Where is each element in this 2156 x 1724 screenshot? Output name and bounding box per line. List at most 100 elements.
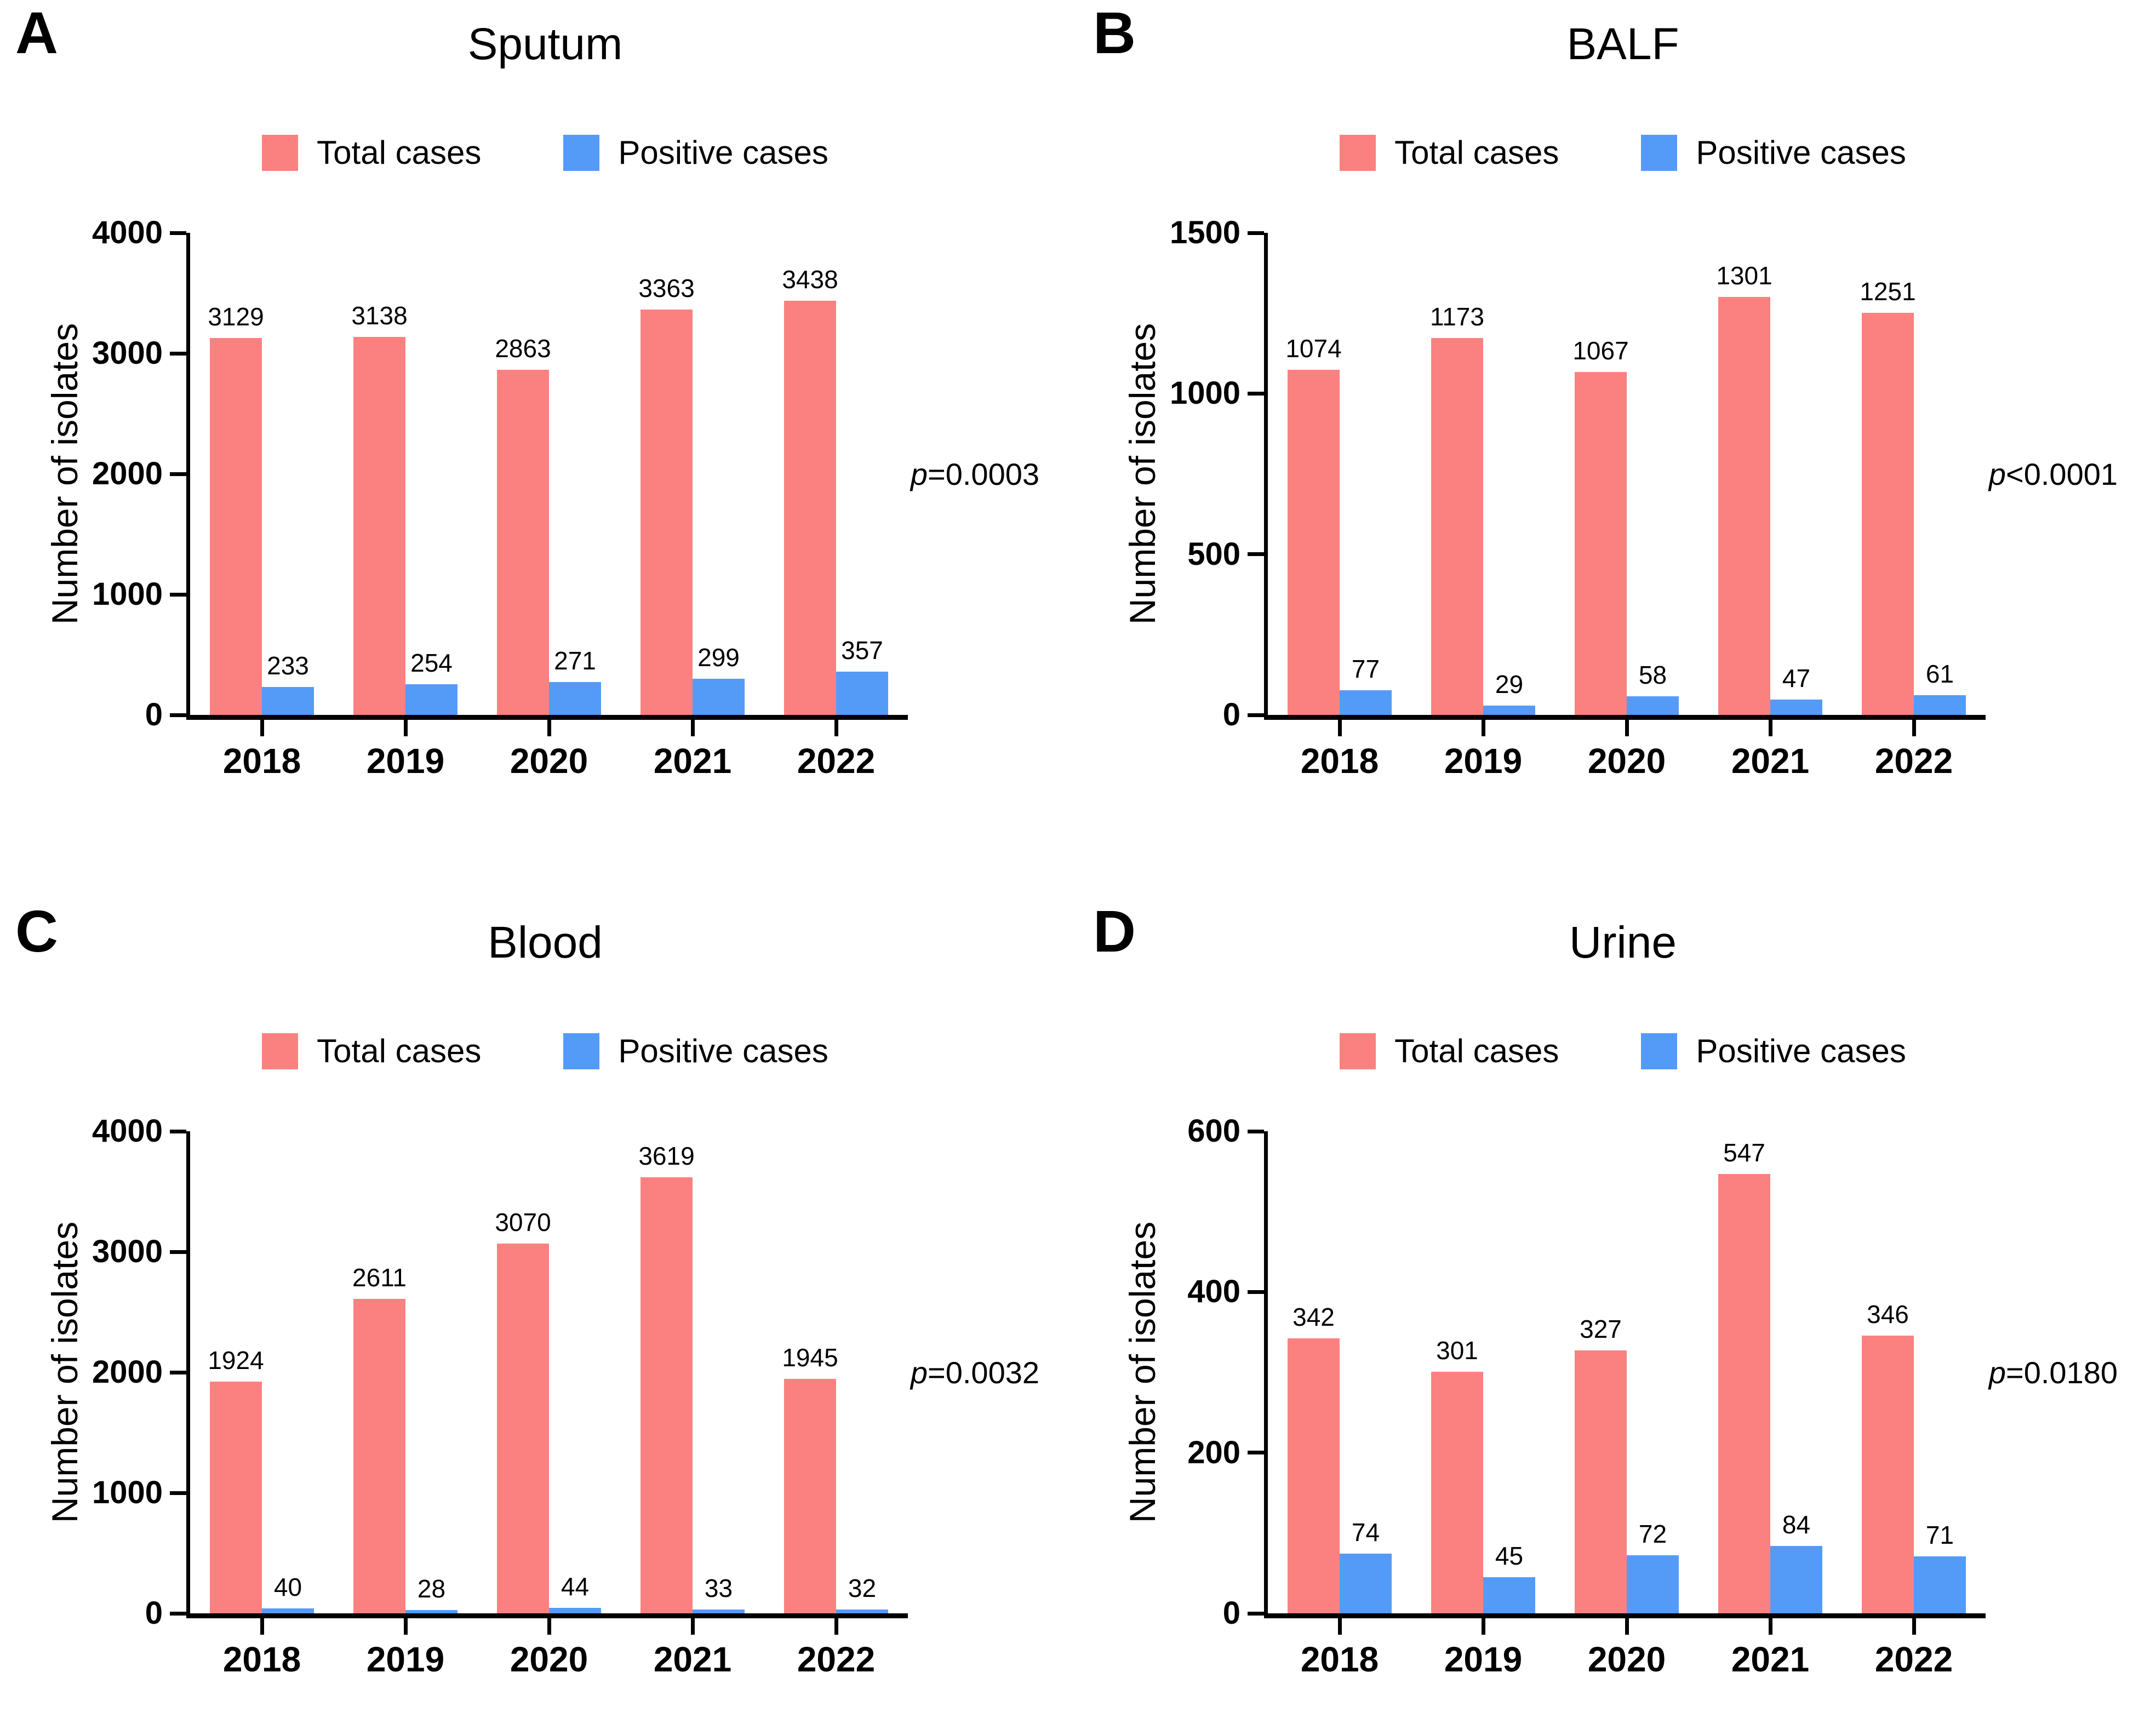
x-tick-mark: [690, 1618, 695, 1635]
x-tick-mark: [834, 720, 838, 736]
p-value-text: =0.0003: [928, 457, 1039, 491]
panel-letter: B: [1093, 0, 1136, 66]
x-tick-mark: [1625, 720, 1629, 736]
x-tick-mark: [690, 720, 695, 736]
positive-cases-bar: [405, 1610, 457, 1613]
positive-cases-value-label: 61: [1925, 660, 1954, 689]
x-axis-year-label: 2022: [797, 1640, 876, 1679]
total-cases-bar: [1862, 1335, 1914, 1613]
total-cases-bar: [210, 1381, 262, 1613]
total-cases-value-label: 2611: [352, 1263, 407, 1292]
y-tick-label: 1000: [1169, 375, 1240, 411]
y-tick-label: 0: [145, 697, 163, 732]
total-cases-value-label: 1251: [1860, 277, 1916, 306]
positive-cases-swatch: [1641, 1033, 1678, 1069]
y-tick-mark: [170, 592, 186, 597]
total-cases-value-label: 2863: [495, 334, 551, 363]
legend-label-total: Total cases: [1394, 1033, 1559, 1069]
total-cases-value-label: 3438: [782, 265, 838, 294]
y-axis-label: Number of isolates: [1122, 1221, 1163, 1523]
positive-cases-swatch: [563, 1033, 600, 1069]
y-tick-mark: [170, 472, 186, 476]
x-axis-year-label: 2022: [1874, 741, 1953, 781]
total-cases-bar: [210, 337, 262, 715]
positive-cases-bar: [1914, 1556, 1966, 1613]
total-cases-value-label: 327: [1580, 1315, 1622, 1344]
y-tick-mark: [170, 1611, 186, 1616]
y-tick-mark: [170, 1250, 186, 1254]
y-tick-mark: [170, 1491, 186, 1495]
total-cases-value-label: 342: [1293, 1303, 1335, 1332]
total-cases-swatch: [1340, 135, 1376, 171]
total-cases-bar: [1431, 1371, 1483, 1613]
y-tick-label: 2000: [91, 1354, 163, 1390]
total-cases-bar: [1575, 372, 1627, 715]
total-cases-value-label: 3129: [208, 302, 264, 331]
chart-title: Sputum: [467, 19, 623, 69]
y-tick-label: 200: [1187, 1434, 1240, 1470]
plot-area: 0 1000 2000 3000 4000 1924 40 2018 2611 28 2019 307…: [92, 1115, 908, 1677]
legend-label-positive: Positive cases: [1696, 1033, 1906, 1069]
y-tick-mark: [1248, 1611, 1264, 1616]
total-cases-swatch: [262, 1033, 299, 1069]
x-tick-mark: [1912, 1618, 1916, 1635]
positive-cases-bar: [693, 1609, 745, 1613]
positive-cases-value-label: 45: [1495, 1542, 1524, 1570]
legend-label-positive: Positive cases: [618, 134, 828, 171]
positive-cases-value-label: 47: [1782, 664, 1811, 693]
total-cases-value-label: 1301: [1716, 261, 1772, 290]
x-tick-mark: [260, 1618, 264, 1635]
total-cases-value-label: 1945: [782, 1343, 838, 1372]
p-value-symbol: p: [910, 457, 928, 491]
chart-legend: Total cases Positive cases: [1264, 1033, 1982, 1069]
positive-cases-value-label: 29: [1495, 670, 1524, 698]
y-tick-mark: [170, 231, 186, 235]
total-cases-value-label: 1074: [1285, 334, 1342, 363]
total-cases-value-label: 1924: [208, 1345, 264, 1374]
x-axis-year-label: 2020: [510, 741, 588, 781]
total-cases-swatch: [262, 135, 299, 171]
positive-cases-bar: [1340, 1554, 1392, 1613]
positive-cases-bar: [1483, 706, 1535, 715]
chart-title: BALF: [1566, 19, 1679, 69]
y-tick-label: 600: [1187, 1113, 1240, 1149]
positive-cases-bar: [1770, 700, 1822, 715]
positive-cases-swatch: [563, 135, 600, 171]
legend-item-total: Total cases: [1340, 135, 1559, 171]
total-cases-bar: [640, 310, 693, 715]
positive-cases-bar: [1627, 1555, 1679, 1613]
total-cases-value-label: 1173: [1430, 302, 1484, 331]
x-tick-mark: [403, 720, 408, 736]
x-tick-mark: [1768, 720, 1772, 736]
total-cases-bar: [1288, 369, 1340, 715]
legend-label-positive: Positive cases: [1696, 134, 1906, 171]
positive-cases-value-label: 71: [1925, 1520, 1954, 1549]
x-tick-mark: [547, 1618, 551, 1635]
total-cases-bar: [784, 300, 836, 715]
y-tick-mark: [1248, 713, 1264, 717]
total-cases-bar: [1718, 1173, 1770, 1613]
x-tick-mark: [1481, 1618, 1485, 1635]
y-tick-label: 4000: [91, 1113, 163, 1149]
p-value-annotation: p=0.0003: [911, 459, 1039, 490]
y-tick-mark: [170, 713, 186, 717]
chart-title: Blood: [488, 918, 603, 967]
legend-label-total: Total cases: [317, 134, 482, 171]
legend-item-total: Total cases: [262, 135, 481, 171]
total-cases-bar: [1718, 296, 1770, 715]
y-tick-label: 400: [1187, 1274, 1240, 1310]
y-tick-label: 3000: [91, 335, 163, 371]
positive-cases-value-label: 357: [841, 636, 883, 665]
positive-cases-value-label: 271: [554, 646, 596, 675]
x-axis-year-label: 2022: [797, 741, 876, 781]
y-tick-mark: [1248, 552, 1264, 557]
positive-cases-bar: [1627, 696, 1679, 715]
x-tick-mark: [260, 720, 264, 736]
total-cases-value-label: 3138: [351, 301, 408, 330]
y-tick-mark: [1248, 231, 1264, 235]
total-cases-bar: [784, 1379, 836, 1613]
positive-cases-bar: [549, 1608, 601, 1613]
x-axis-year-label: 2018: [1300, 741, 1379, 781]
legend-item-positive: Positive cases: [1641, 1033, 1906, 1069]
y-tick-mark: [170, 1129, 186, 1133]
